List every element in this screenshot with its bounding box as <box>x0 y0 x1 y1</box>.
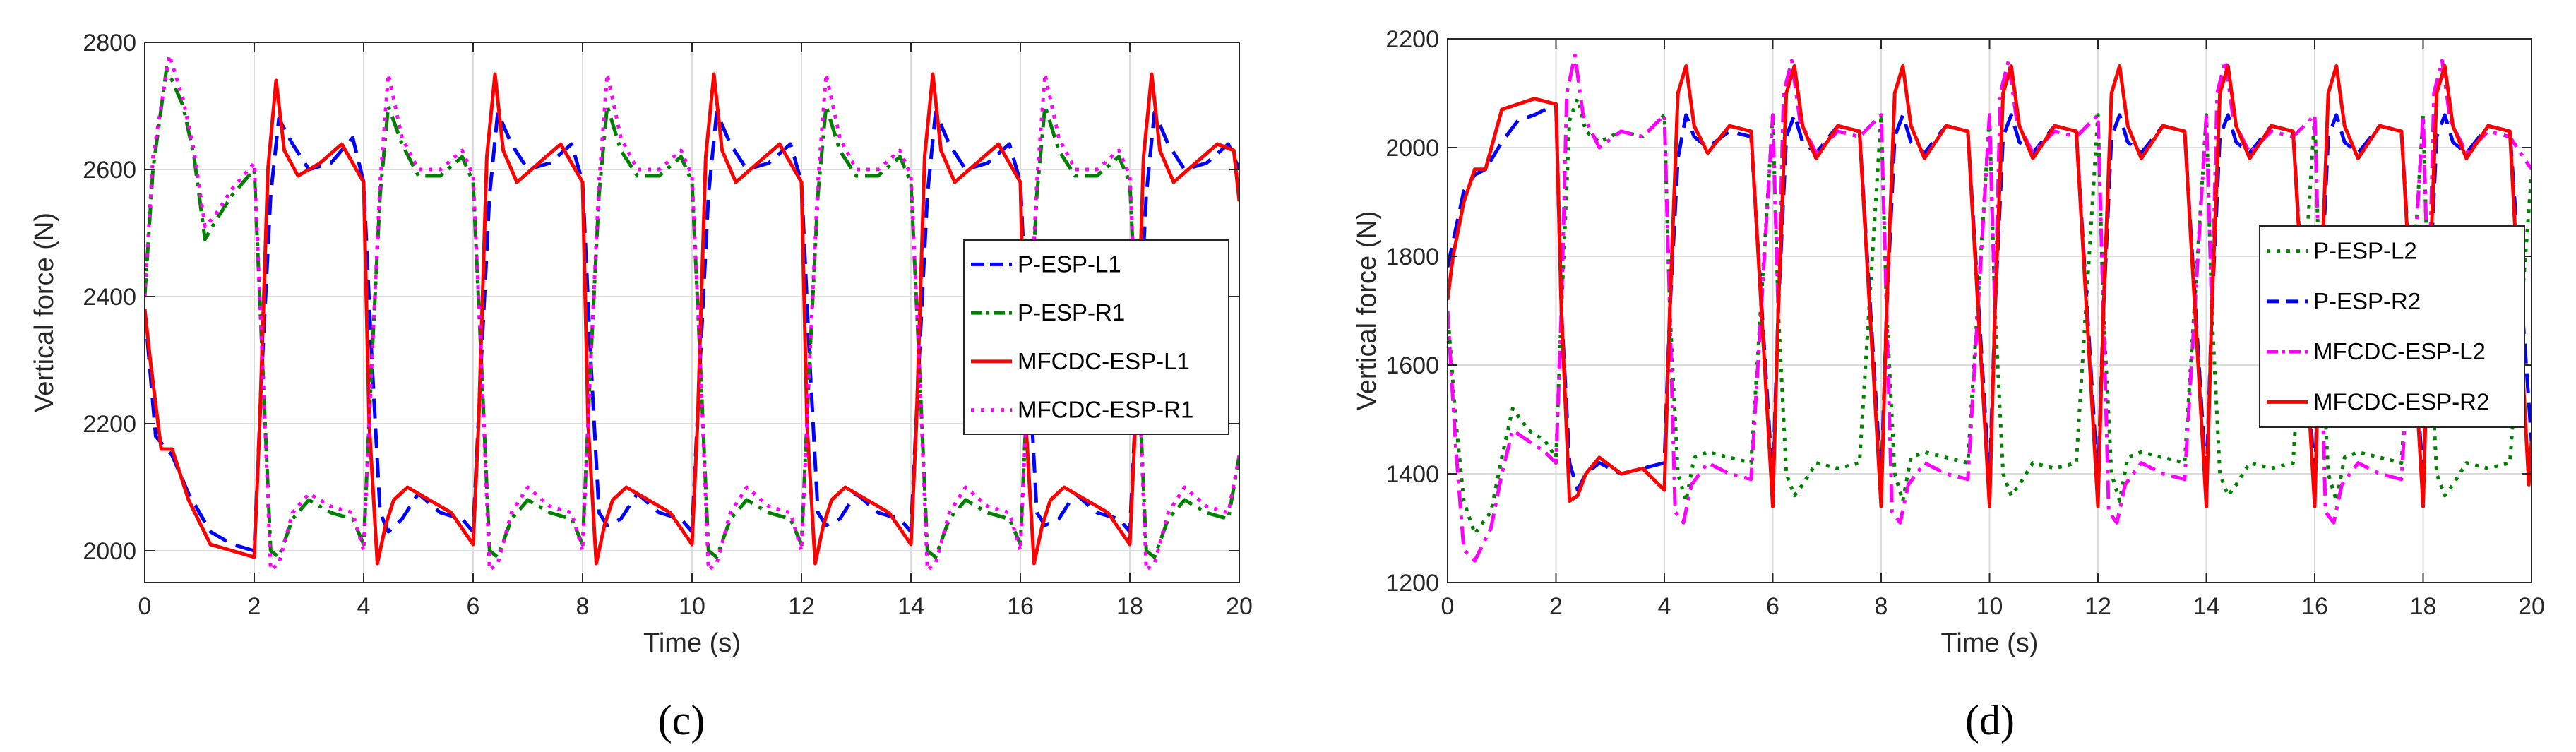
x-tick-label: 20 <box>1226 593 1253 620</box>
x-tick-label: 20 <box>2518 593 2545 620</box>
x-tick-label: 2 <box>1549 593 1563 620</box>
x-tick-label: 12 <box>788 593 815 620</box>
x-tick-label: 8 <box>576 593 590 620</box>
panel-label: (d) <box>1965 697 2015 744</box>
series-line-mfcdc-esp-l1 <box>145 72 1239 566</box>
x-tick-label: 2 <box>248 593 261 620</box>
x-tick-label: 16 <box>1007 593 1034 620</box>
y-tick-label: 1400 <box>1385 461 1439 488</box>
x-tick-label: 4 <box>1658 593 1671 620</box>
y-tick-label: 1800 <box>1385 244 1439 270</box>
x-tick-label: 6 <box>1766 593 1779 620</box>
x-tick-label: 8 <box>1875 593 1888 620</box>
x-tick-label: 16 <box>2301 593 2328 620</box>
y-tick-label: 2000 <box>1385 135 1439 162</box>
y-tick-label: 1600 <box>1385 352 1439 379</box>
series-line-mfcdc-esp-r2 <box>1448 64 2532 508</box>
y-tick-label: 2400 <box>83 284 136 311</box>
x-tick-label: 10 <box>679 593 705 620</box>
y-axis-label: Vertical force (N) <box>30 213 59 412</box>
y-tick-label: 2600 <box>83 157 136 184</box>
x-tick-label: 14 <box>2193 593 2220 620</box>
panel-label: (c) <box>658 697 705 744</box>
legend-label: MFCDC-ESP-R1 <box>1018 397 1193 423</box>
y-tick-label: 2000 <box>83 538 136 565</box>
x-tick-label: 14 <box>898 593 924 620</box>
legend-label: P-ESP-L1 <box>1018 251 1121 277</box>
legend-label: P-ESP-L2 <box>2313 238 2417 264</box>
x-tick-label: 18 <box>1116 593 1143 620</box>
series-group <box>145 53 1239 572</box>
chart-panel-d: 0 2 4 6 8 10 12 14 16 18 20 1200 1400 1600 1800 2000 220… <box>1352 26 2545 744</box>
legend-label: MFCDC-ESP-L2 <box>2313 338 2486 364</box>
y-tick-label: 2800 <box>83 30 136 56</box>
legend-label: MFCDC-ESP-R2 <box>2313 388 2489 414</box>
x-tick-label: 6 <box>467 593 480 620</box>
chart-panel-c: 0 2 4 6 8 10 12 14 16 18 20 2000 2200 2400 2600 2800 Tim… <box>30 30 1253 744</box>
legend-box <box>963 239 1229 435</box>
series-line-mfcdc-esp-r1 <box>145 53 1239 572</box>
x-tick-label: 4 <box>357 593 371 620</box>
y-tick-label: 1200 <box>1385 570 1439 597</box>
y-axis-label: Vertical force (N) <box>1352 211 1382 411</box>
legend-label: P-ESP-R1 <box>1018 299 1125 326</box>
legend: P-ESP-L2 P-ESP-R2 MFCDC-ESP-L2 MFCDC-ESP-R2 <box>2259 225 2525 428</box>
series-line-p-esp-r1 <box>145 66 1239 559</box>
x-tick-label: 0 <box>138 593 152 620</box>
x-tick-label: 0 <box>1441 593 1455 620</box>
x-tick-label: 18 <box>2410 593 2437 620</box>
series-group <box>1448 53 2532 563</box>
y-tick-label: 2200 <box>1385 26 1439 53</box>
legend-box <box>2259 225 2525 428</box>
legend-label: P-ESP-R2 <box>2313 288 2421 314</box>
x-axis-label: Time (s) <box>1941 628 2039 658</box>
legend: P-ESP-L1 P-ESP-R1 MFCDC-ESP-L1 MFCDC-ESP-R1 <box>963 239 1229 435</box>
x-tick-label: 10 <box>1976 593 2003 620</box>
x-tick-label: 12 <box>2085 593 2111 620</box>
x-axis-label: Time (s) <box>643 628 741 658</box>
y-tick-label: 2200 <box>83 411 136 438</box>
legend-label: MFCDC-ESP-L1 <box>1018 348 1190 374</box>
